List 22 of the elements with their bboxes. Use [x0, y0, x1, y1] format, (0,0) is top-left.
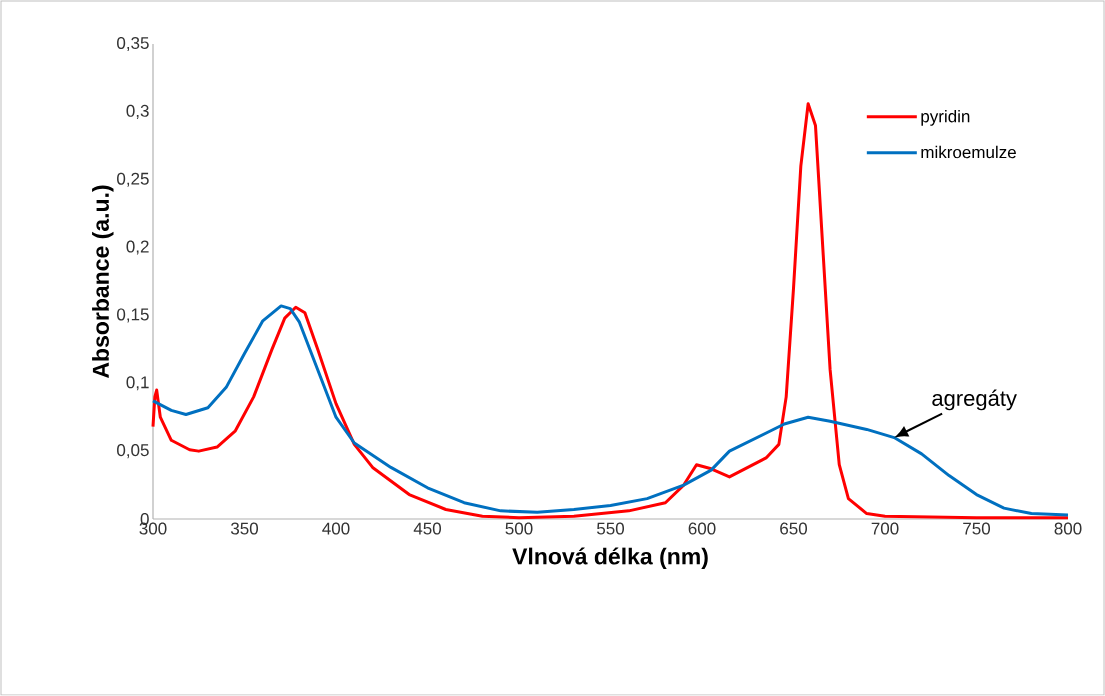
x-tick-label: 500: [505, 522, 533, 535]
y-tick-label: 0,3: [126, 104, 149, 119]
x-tick-label: 650: [780, 522, 808, 535]
y-tick-label: 0,15: [117, 308, 149, 323]
x-tick-label: 450: [413, 522, 442, 535]
x-tick-label: 400: [322, 522, 350, 535]
x-axis-title: Vlnová délka (nm): [512, 547, 708, 570]
x-tick-label: 800: [1054, 522, 1082, 535]
legend-label: pyridin: [921, 109, 970, 126]
y-tick-label: 0,1: [126, 376, 149, 391]
y-axis-title: Absorbance (a.u.): [92, 185, 114, 379]
y-tick-label: 0,25: [117, 172, 149, 187]
x-tick-label: 600: [688, 522, 716, 535]
legend-label: mikroemulze: [921, 145, 1016, 159]
annotation: agregáty: [932, 389, 1017, 411]
x-tick-label: 750: [963, 522, 991, 535]
x-tick-label: 550: [597, 522, 625, 535]
x-tick-label: 700: [871, 522, 899, 535]
y-tick-label: 0,2: [126, 240, 149, 255]
y-tick-label: 0,35: [117, 36, 149, 52]
x-tick-label: 350: [230, 522, 259, 535]
y-tick-label: 0,05: [117, 444, 149, 459]
